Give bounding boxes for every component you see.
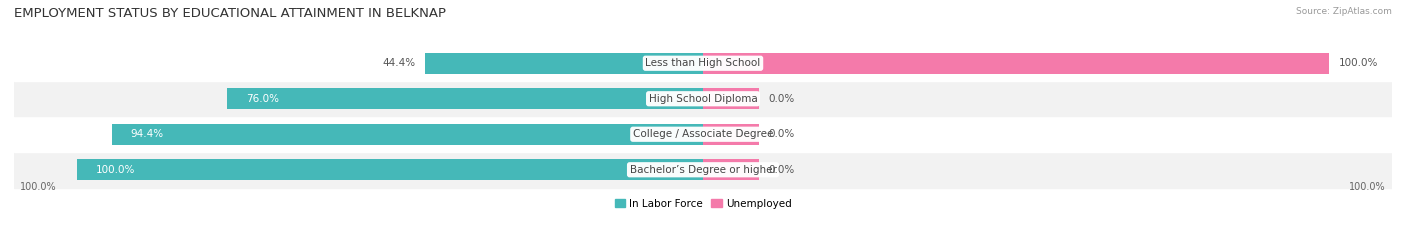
Bar — [14, 45, 1392, 81]
Bar — [703, 124, 759, 144]
Bar — [14, 81, 1392, 116]
Bar — [703, 159, 759, 180]
Bar — [703, 89, 759, 109]
Text: EMPLOYMENT STATUS BY EDUCATIONAL ATTAINMENT IN BELKNAP: EMPLOYMENT STATUS BY EDUCATIONAL ATTAINM… — [14, 7, 446, 20]
Text: 94.4%: 94.4% — [131, 129, 163, 139]
Text: 100.0%: 100.0% — [1348, 182, 1386, 192]
Text: 100.0%: 100.0% — [96, 165, 135, 175]
Bar — [425, 53, 703, 74]
Text: High School Diploma: High School Diploma — [648, 94, 758, 104]
Bar — [226, 89, 703, 109]
Text: 76.0%: 76.0% — [246, 94, 278, 104]
Text: Source: ZipAtlas.com: Source: ZipAtlas.com — [1296, 7, 1392, 16]
Text: 100.0%: 100.0% — [1339, 58, 1378, 68]
Legend: In Labor Force, Unemployed: In Labor Force, Unemployed — [610, 194, 796, 213]
Bar — [14, 116, 1392, 152]
Text: 0.0%: 0.0% — [769, 129, 794, 139]
Text: 44.4%: 44.4% — [382, 58, 416, 68]
Bar — [111, 124, 703, 144]
Text: College / Associate Degree: College / Associate Degree — [633, 129, 773, 139]
Bar — [77, 159, 703, 180]
Bar — [14, 152, 1392, 188]
Text: 0.0%: 0.0% — [769, 94, 794, 104]
Bar — [703, 53, 1329, 74]
Text: 0.0%: 0.0% — [769, 165, 794, 175]
Text: Less than High School: Less than High School — [645, 58, 761, 68]
Text: 100.0%: 100.0% — [20, 182, 58, 192]
Text: Bachelor’s Degree or higher: Bachelor’s Degree or higher — [630, 165, 776, 175]
